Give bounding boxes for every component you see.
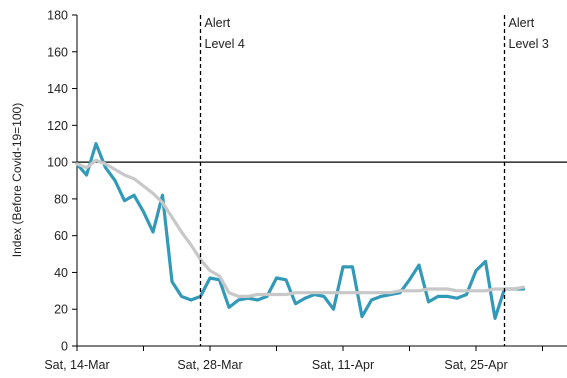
x-tick-label: Sat, 14-Mar [44,358,109,372]
x-tick-label: Sat, 28-Mar [177,358,242,372]
annotation-label: Alert [509,16,535,30]
annotation-label: Alert [205,16,231,30]
x-tick-label: Sat, 25-Apr [444,358,507,372]
y-axis: 0 20 40 60 80 100 120 140 160 180 [47,9,78,354]
y-tick-label: 180 [47,9,68,23]
series-line-1 [75,142,526,320]
y-tick-label: 160 [47,45,68,59]
series-group [75,142,526,320]
y-tick-label: 60 [54,229,68,243]
y-tick-label: 140 [47,82,68,96]
x-tick-label: Sat, 11-Apr [312,358,374,372]
annotations: Alert Level 4 Alert Level 3 [199,15,549,346]
x-axis: Sat, 14-Mar Sat, 28-Mar Sat, 11-Apr Sat, 25… [44,345,567,372]
y-tick-label: 100 [47,156,68,170]
annotation-label: Level 3 [509,37,549,51]
y-axis-title: Index (Before Covid-19=100) [10,103,24,257]
y-tick-label: 40 [54,266,68,280]
y-tick-label: 120 [47,119,68,133]
y-tick-label: 80 [54,192,68,206]
annotation-label: Level 4 [205,37,245,51]
series-line-2 [75,158,526,298]
y-tick-label: 20 [54,303,68,317]
y-tick-label: 0 [61,340,68,354]
